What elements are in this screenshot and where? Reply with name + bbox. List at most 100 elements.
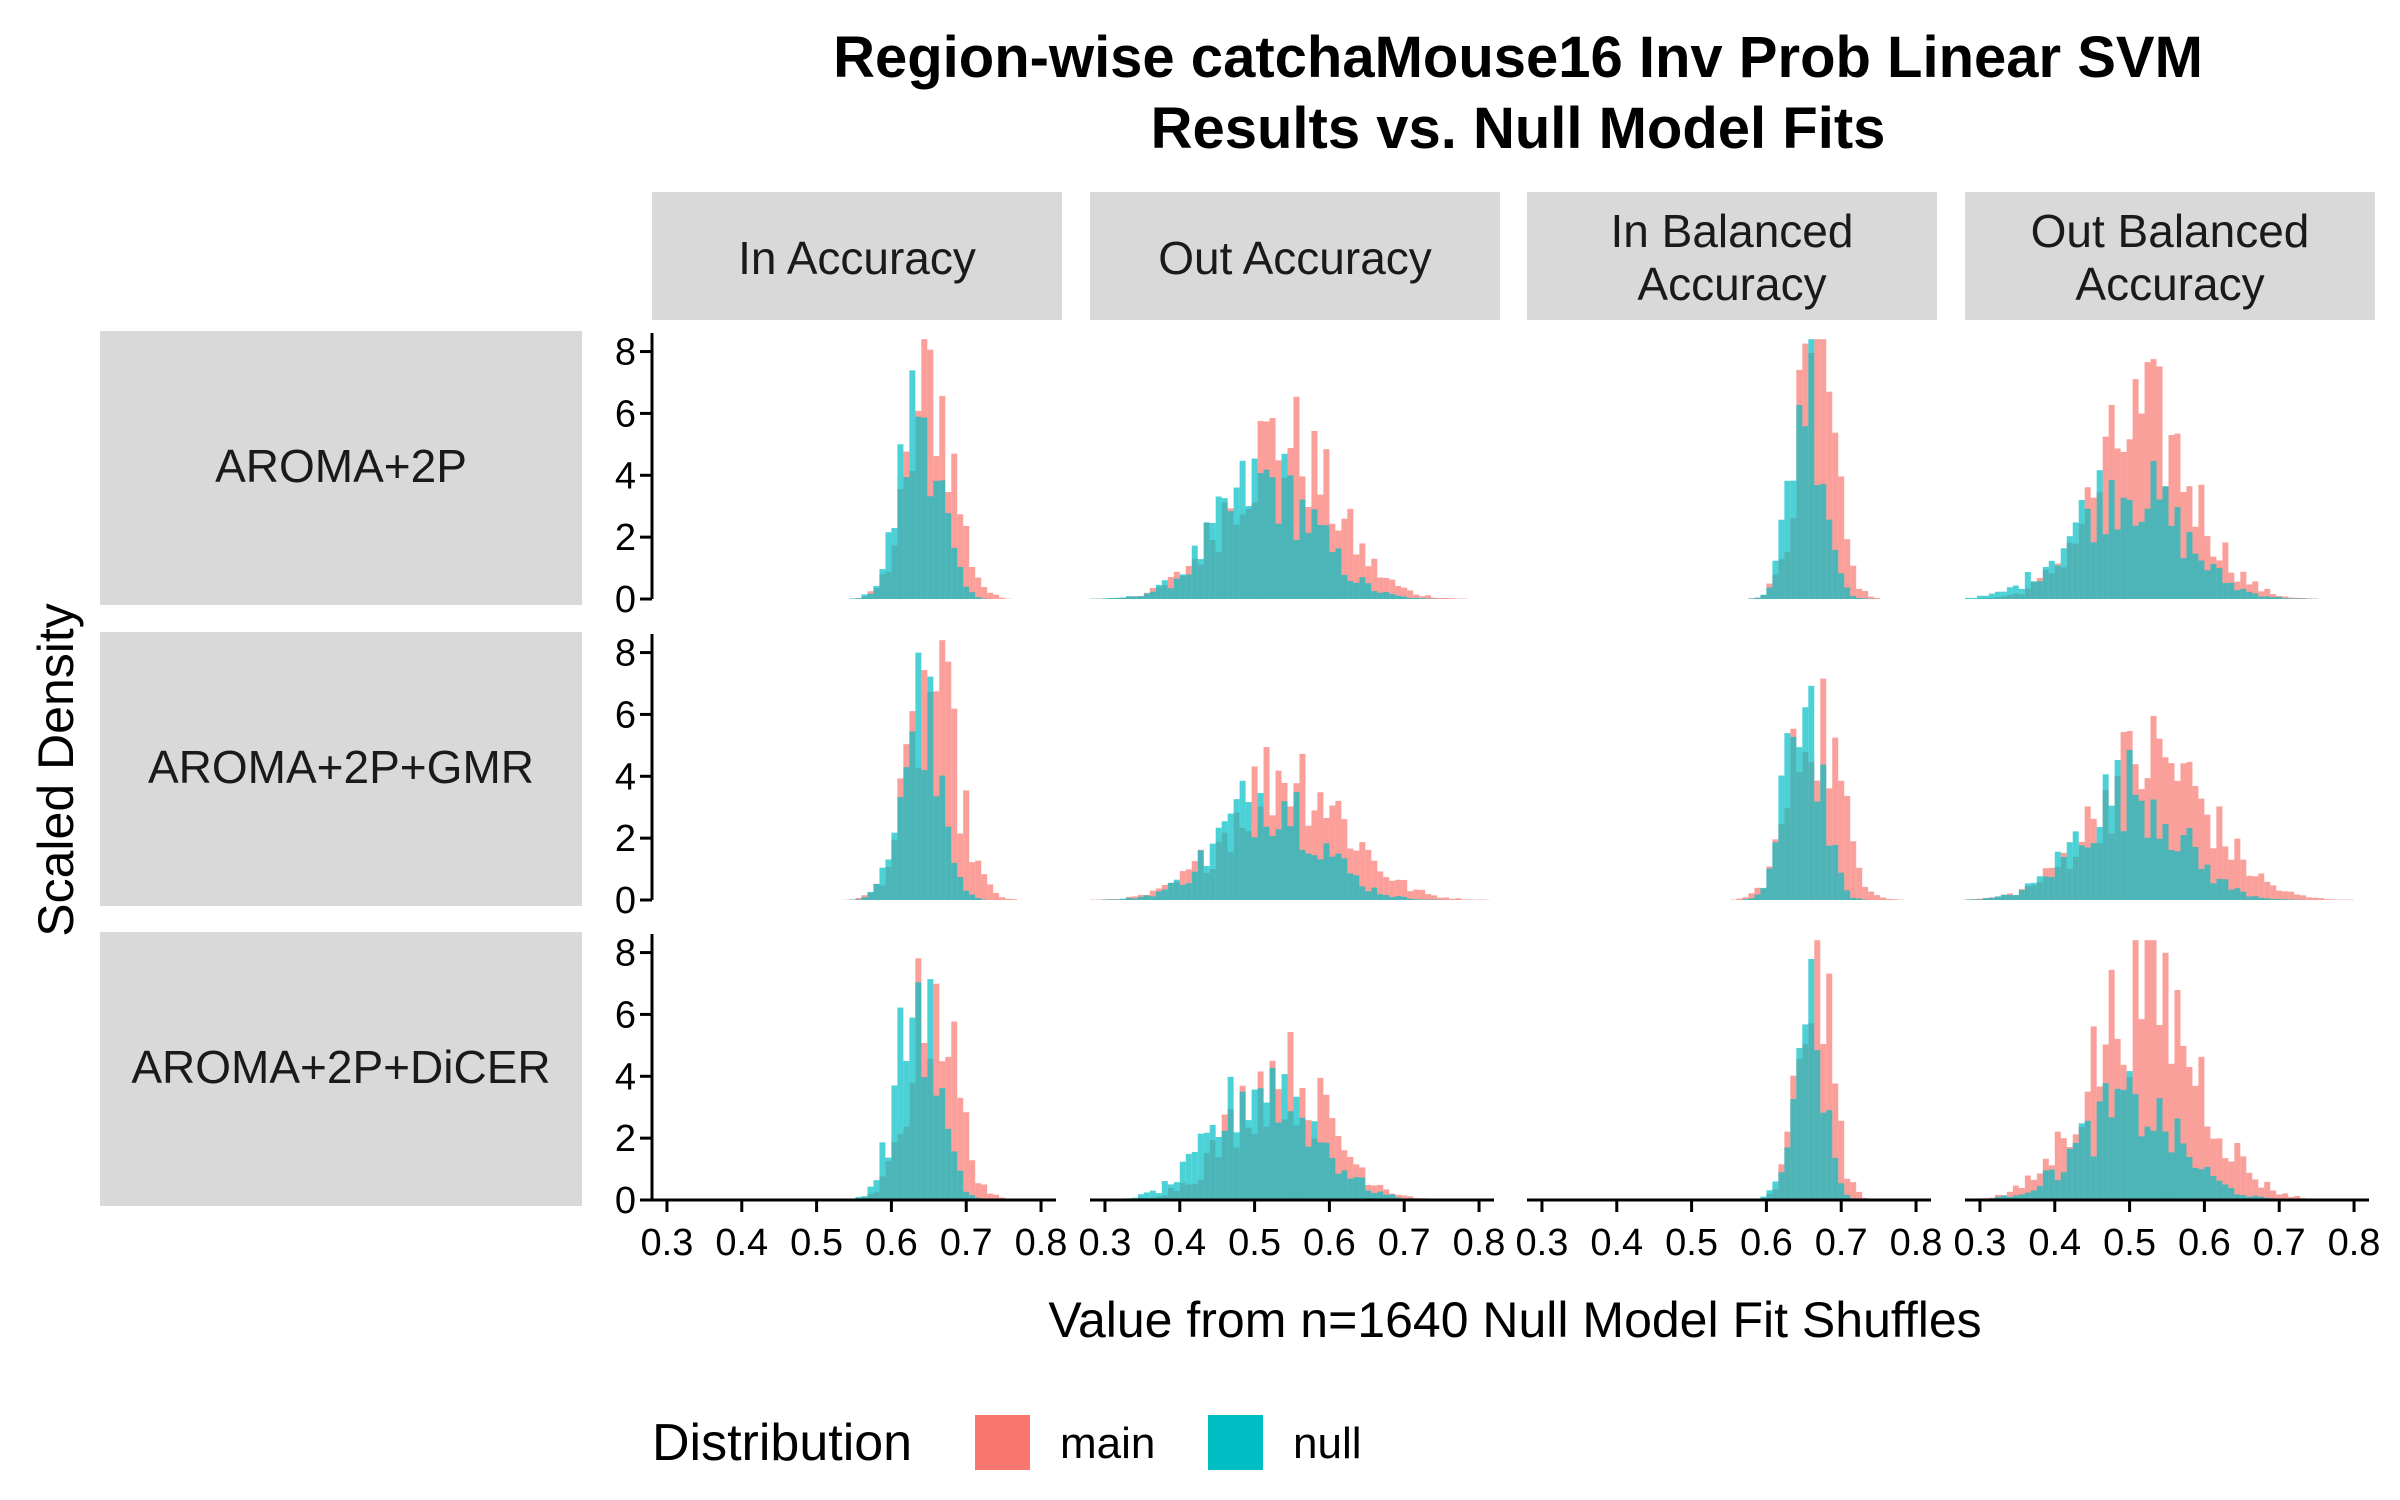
histogram-bar-null — [909, 1017, 916, 1200]
histogram-bar-null — [2018, 588, 2025, 599]
histogram-bar-null — [2156, 1098, 2163, 1200]
histogram-bar-null — [2270, 898, 2277, 900]
histogram-bar-null — [1796, 747, 1803, 900]
histogram-bar-null — [1275, 829, 1282, 900]
histogram-bar-null — [921, 1077, 928, 1200]
histogram-bar-main — [1407, 891, 1414, 900]
histogram-bar-null — [1191, 545, 1198, 599]
histogram-bar-null — [879, 1142, 886, 1200]
histogram-bar-null — [2270, 597, 2277, 599]
histogram-bar-null — [1389, 1194, 1396, 1200]
histogram-bar-null — [1167, 588, 1174, 599]
histogram-bar-main — [1407, 590, 1414, 599]
histogram-bar-null — [1988, 897, 1995, 900]
histogram-bar-null — [1335, 1173, 1342, 1200]
histogram-bar-null — [903, 767, 910, 900]
histogram-bar-null — [2138, 1136, 2145, 1200]
column-strip-label-line: Accuracy — [1637, 258, 1826, 310]
histogram-bar-null — [1784, 480, 1791, 599]
histogram-bar-null — [1407, 898, 1414, 900]
histogram-bar-main — [1389, 880, 1396, 900]
histogram-bar-main — [1365, 849, 1372, 900]
histogram-bar-null — [2180, 1143, 2187, 1200]
histogram-bar-main — [1167, 577, 1174, 599]
histogram-bar-main — [1449, 598, 1456, 599]
histogram-bar-null — [1748, 898, 1755, 900]
histogram-bar-null — [2090, 843, 2097, 900]
histogram-bar-null — [2210, 1175, 2217, 1200]
histogram-bar-null — [2186, 531, 2193, 599]
histogram-bar-null — [909, 370, 916, 599]
histogram-bar-null — [1299, 499, 1306, 599]
histogram-bar-null — [1299, 849, 1306, 900]
histogram-bar-main — [1263, 747, 1270, 900]
y-tick-label: 8 — [615, 933, 636, 975]
histogram-bar-main — [957, 1097, 964, 1200]
histogram-bar-null — [1982, 595, 1989, 599]
histogram-bar-null — [2132, 525, 2139, 599]
histogram-bar-null — [927, 496, 934, 599]
histogram-bar-main — [1359, 842, 1366, 900]
histogram-bar-null — [2120, 831, 2127, 900]
histogram-bar-null — [1197, 850, 1204, 900]
histogram-bar-null — [1143, 895, 1150, 900]
histogram-bar-null — [1221, 821, 1228, 900]
histogram-bar-null — [2258, 897, 2265, 900]
histogram-bar-null — [2054, 851, 2061, 900]
legend-label-main: main — [1060, 1419, 1155, 1468]
histogram-bar-main — [2186, 1066, 2193, 1200]
histogram-bar-main — [2294, 597, 2301, 599]
histogram-bar-main — [993, 594, 1000, 599]
histogram-bar-null — [903, 1060, 910, 1200]
histogram-bar-main — [2300, 895, 2307, 900]
histogram-bar-main — [2252, 876, 2259, 900]
row-strip-background — [100, 331, 582, 605]
histogram-bar-null — [2018, 890, 2025, 900]
histogram-bar-main — [1467, 899, 1474, 900]
histogram-bar-null — [1179, 1161, 1186, 1200]
facet-panel — [1730, 678, 1905, 900]
histogram-bar-null — [2024, 572, 2031, 599]
histogram-bar-null — [2078, 1123, 2085, 1200]
histogram-bar-main — [951, 1021, 958, 1200]
histogram-bar-null — [1838, 1183, 1845, 1200]
histogram-bar-main — [2168, 763, 2175, 900]
histogram-bar-null — [2162, 1131, 2169, 1200]
histogram-bar-main — [1377, 871, 1384, 900]
histogram-bar-null — [1994, 896, 2001, 900]
histogram-bar-null — [1347, 581, 1354, 599]
histogram-bar-main — [1880, 897, 1887, 900]
histogram-bar-null — [1976, 595, 1983, 599]
histogram-bar-main — [2240, 859, 2247, 900]
histogram-bar-null — [951, 862, 958, 900]
histogram-bar-null — [2282, 899, 2289, 900]
histogram-bar-null — [2246, 591, 2253, 599]
histogram-bar-main — [2246, 875, 2253, 900]
histogram-bar-null — [921, 769, 928, 900]
x-tick-label: 0.7 — [2253, 1222, 2306, 1264]
histogram-bar-main — [957, 514, 964, 599]
y-tick-label: 4 — [615, 1056, 636, 1098]
histogram-bar-main — [1377, 577, 1384, 599]
histogram-bar-null — [1814, 485, 1821, 599]
histogram-bar-null — [1143, 593, 1150, 599]
histogram-bar-null — [1155, 584, 1162, 599]
histogram-bar-null — [2120, 497, 2127, 599]
histogram-bar-null — [1389, 896, 1396, 900]
x-tick-label: 0.6 — [865, 1222, 918, 1264]
histogram-bar-null — [1107, 899, 1114, 900]
histogram-bar-null — [1125, 897, 1132, 900]
column-strip-background — [652, 192, 1062, 320]
histogram-bar-null — [1179, 574, 1186, 599]
histogram-bar-main — [1838, 476, 1845, 599]
histogram-bar-main — [1395, 586, 1402, 599]
histogram-bar-null — [1227, 1076, 1234, 1200]
histogram-bar-main — [1371, 1185, 1378, 1200]
histogram-bar-null — [1269, 835, 1276, 900]
histogram-bar-main — [975, 577, 982, 599]
histogram-bar-null — [963, 586, 970, 599]
histogram-bar-main — [933, 983, 940, 1200]
histogram-bar-main — [993, 892, 1000, 900]
histogram-bar-null — [1275, 1122, 1282, 1200]
histogram-bar-null — [2078, 499, 2085, 599]
